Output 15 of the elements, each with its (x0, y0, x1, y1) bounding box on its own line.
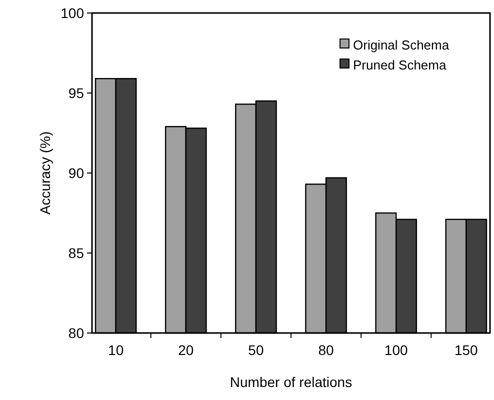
x-tick-label: 150 (454, 342, 478, 358)
x-tick-label: 100 (384, 342, 408, 358)
y-tick-label: 80 (68, 324, 84, 341)
y-tick-label: 100 (60, 4, 84, 21)
x-tick-label: 10 (108, 342, 124, 358)
legend-label: Original Schema (353, 38, 450, 53)
y-tick-label: 90 (68, 164, 84, 181)
x-axis-title: Number of relations (230, 374, 352, 390)
y-tick-label: 95 (68, 84, 84, 101)
legend-label: Pruned Schema (353, 58, 447, 73)
x-tick-label: 20 (178, 342, 194, 358)
x-tick-label: 50 (248, 342, 264, 358)
x-tick-label: 80 (318, 342, 334, 358)
y-axis-title: Accuracy (%) (37, 131, 53, 215)
y-tick-label: 85 (68, 244, 84, 261)
